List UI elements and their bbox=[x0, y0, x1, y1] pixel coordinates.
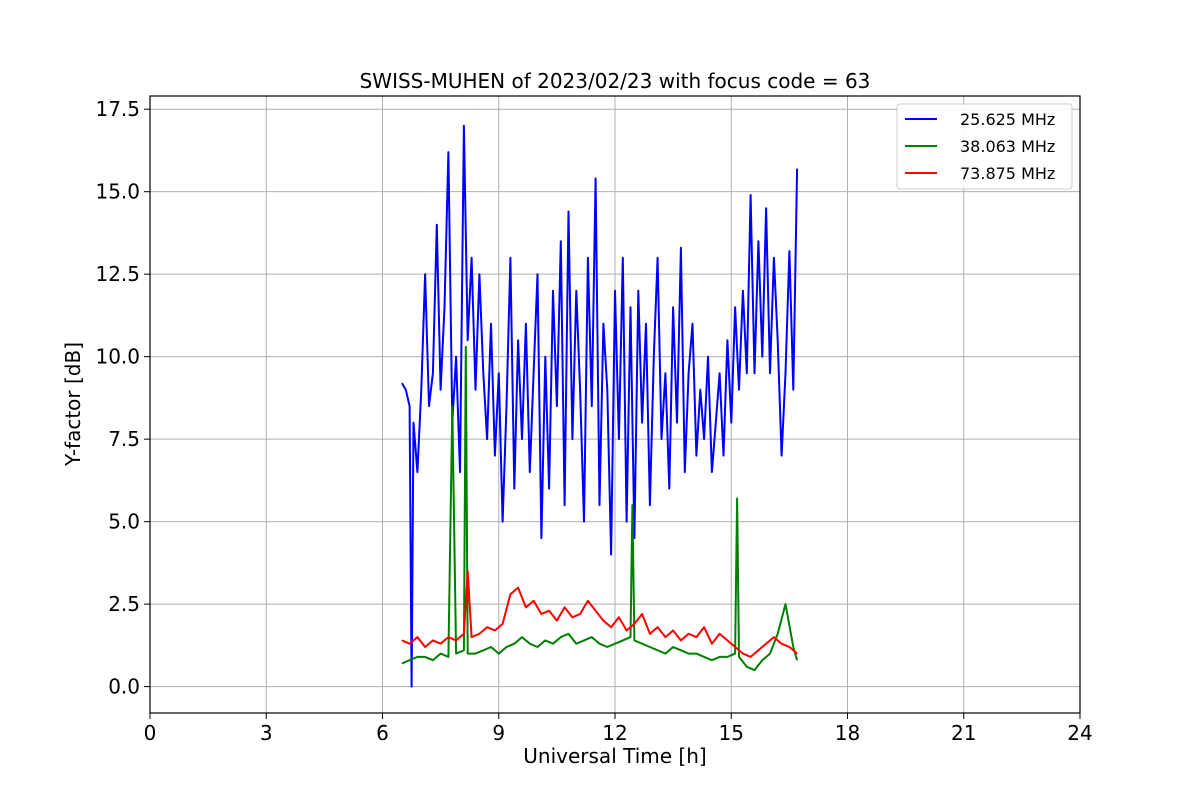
legend-box bbox=[896, 103, 1073, 190]
y-tick-label: 10.0 bbox=[95, 345, 140, 369]
x-tick-label: 18 bbox=[835, 721, 860, 745]
y-axis-label: Y-factor [dB] bbox=[61, 342, 85, 467]
legend-label: 25.625 MHz bbox=[960, 110, 1055, 129]
legend-label: 73.875 MHz bbox=[960, 164, 1055, 183]
x-tick-label: 0 bbox=[144, 721, 157, 745]
y-tick-label: 7.5 bbox=[108, 427, 140, 451]
x-tick-label: 12 bbox=[602, 721, 627, 745]
x-axis-ticks: 0 3 6 9 12 15 18 21 24 bbox=[144, 713, 1093, 745]
legend: 25.625 MHz 38.063 MHz 73.875 MHz bbox=[896, 103, 1073, 190]
x-tick-label: 24 bbox=[1067, 721, 1092, 745]
x-tick-label: 21 bbox=[951, 721, 976, 745]
x-tick-label: 15 bbox=[719, 721, 744, 745]
y-tick-label: 17.5 bbox=[95, 97, 140, 121]
y-axis-ticks: 0.0 2.5 5.0 7.5 10.0 12.5 15.0 17.5 bbox=[95, 97, 150, 699]
y-tick-label: 0.0 bbox=[108, 675, 140, 699]
series-line-2 bbox=[401, 345, 799, 672]
y-tick-label: 15.0 bbox=[95, 180, 140, 204]
x-tick-label: 3 bbox=[260, 721, 273, 745]
chart-title: SWISS-MUHEN of 2023/02/23 with focus cod… bbox=[360, 69, 871, 93]
x-tick-label: 6 bbox=[376, 721, 389, 745]
series-layer bbox=[401, 124, 799, 688]
series-line-3 bbox=[401, 570, 798, 658]
y-tick-label: 12.5 bbox=[95, 262, 140, 286]
series-line-1 bbox=[401, 124, 799, 688]
y-tick-label: 2.5 bbox=[108, 592, 140, 616]
y-tick-label: 5.0 bbox=[108, 510, 140, 534]
x-tick-label: 9 bbox=[492, 721, 505, 745]
x-axis-label: Universal Time [h] bbox=[523, 744, 706, 768]
legend-label: 38.063 MHz bbox=[960, 137, 1055, 156]
